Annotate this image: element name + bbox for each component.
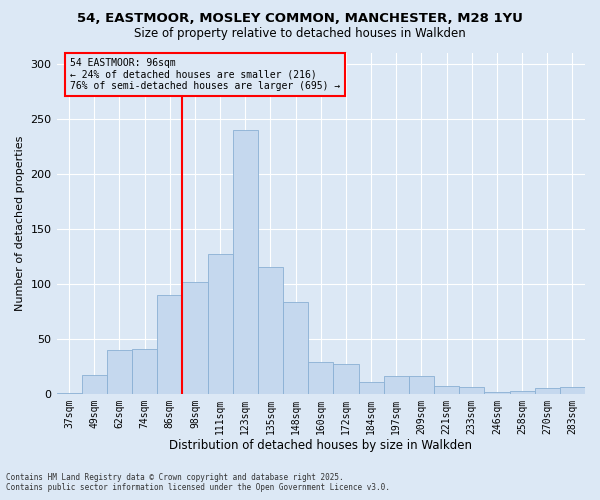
Bar [308, 362, 334, 394]
Bar [359, 382, 383, 394]
Text: 54 EASTMOOR: 96sqm
← 24% of detached houses are smaller (216)
76% of semi-detach: 54 EASTMOOR: 96sqm ← 24% of detached hou… [70, 58, 340, 91]
Bar [434, 386, 459, 394]
Bar [132, 348, 157, 394]
Bar [82, 375, 107, 394]
X-axis label: Distribution of detached houses by size in Walkden: Distribution of detached houses by size … [169, 440, 472, 452]
Bar [383, 376, 409, 394]
Bar [459, 387, 484, 394]
Bar [107, 350, 132, 394]
Bar [334, 364, 359, 394]
Text: Contains HM Land Registry data © Crown copyright and database right 2025.
Contai: Contains HM Land Registry data © Crown c… [6, 473, 390, 492]
Bar [182, 282, 208, 394]
Bar [535, 388, 560, 394]
Bar [56, 392, 82, 394]
Bar [208, 254, 233, 394]
Y-axis label: Number of detached properties: Number of detached properties [15, 136, 25, 311]
Bar [509, 390, 535, 394]
Bar [484, 392, 509, 394]
Bar [283, 302, 308, 394]
Bar [258, 267, 283, 394]
Text: Size of property relative to detached houses in Walkden: Size of property relative to detached ho… [134, 28, 466, 40]
Text: 54, EASTMOOR, MOSLEY COMMON, MANCHESTER, M28 1YU: 54, EASTMOOR, MOSLEY COMMON, MANCHESTER,… [77, 12, 523, 26]
Bar [409, 376, 434, 394]
Bar [233, 130, 258, 394]
Bar [560, 387, 585, 394]
Bar [157, 294, 182, 394]
